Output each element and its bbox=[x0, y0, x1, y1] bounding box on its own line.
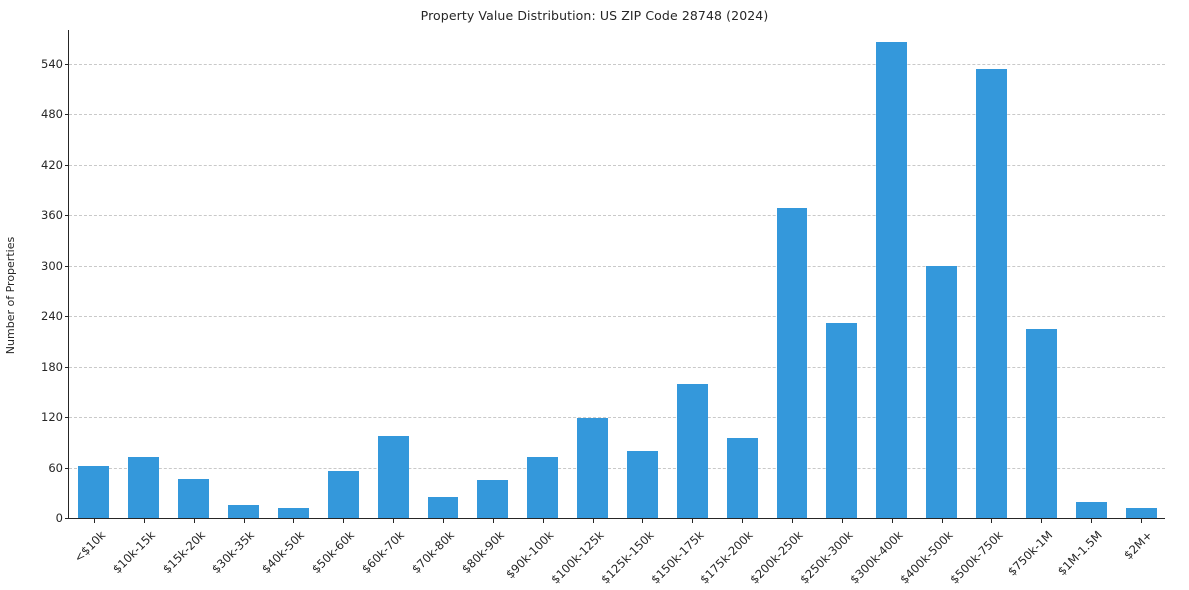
gridline bbox=[69, 63, 1165, 65]
gridline bbox=[69, 366, 1165, 368]
y-axis-label-text: Number of Properties bbox=[4, 236, 18, 354]
x-axis-tick-label-text: $1M-1.5M bbox=[1054, 528, 1106, 579]
x-axis-tick bbox=[293, 518, 295, 523]
bar bbox=[1125, 507, 1157, 518]
bar bbox=[726, 438, 758, 518]
x-axis-tick bbox=[193, 518, 195, 523]
y-axis-tick-label: 0 bbox=[55, 511, 63, 525]
bar bbox=[776, 208, 808, 518]
bar bbox=[327, 470, 359, 518]
x-axis-tick bbox=[243, 518, 245, 523]
bar bbox=[926, 265, 958, 518]
x-axis-tick-label-text: $10k-15k bbox=[109, 528, 158, 577]
gridline bbox=[69, 114, 1165, 116]
y-axis-tick bbox=[64, 63, 69, 65]
bar bbox=[1025, 328, 1057, 518]
x-axis-tick bbox=[891, 518, 893, 523]
y-axis-tick bbox=[64, 316, 69, 318]
x-axis-tick-label-text: $70k-80k bbox=[408, 528, 457, 577]
x-axis-tick bbox=[792, 518, 794, 523]
x-axis-tick bbox=[93, 518, 95, 523]
x-axis-tick-label-text: $100k-125k bbox=[547, 528, 607, 587]
bar bbox=[78, 465, 110, 518]
x-axis-tick bbox=[393, 518, 395, 523]
x-axis-tick-label-text: $50k-60k bbox=[309, 528, 358, 577]
chart-title: Property Value Distribution: US ZIP Code… bbox=[420, 8, 769, 23]
bar bbox=[1075, 502, 1107, 518]
bar bbox=[427, 496, 459, 518]
x-axis-tick bbox=[1041, 518, 1043, 523]
x-axis-tick bbox=[343, 518, 345, 523]
x-axis-tick bbox=[1141, 518, 1143, 523]
x-axis-tick bbox=[442, 518, 444, 523]
gridline bbox=[69, 164, 1165, 166]
y-axis-tick bbox=[64, 164, 69, 166]
x-axis-tick-label-text: $90k-100k bbox=[503, 528, 557, 582]
x-axis-tick bbox=[991, 518, 993, 523]
x-axis-tick bbox=[742, 518, 744, 523]
bar bbox=[976, 68, 1007, 518]
y-axis-tick bbox=[64, 467, 69, 469]
bar bbox=[178, 479, 210, 518]
bar bbox=[577, 417, 609, 518]
y-axis-tick bbox=[64, 518, 69, 519]
bar bbox=[527, 457, 559, 518]
x-axis-line bbox=[68, 518, 1165, 520]
y-axis-tick-label: 120 bbox=[41, 410, 63, 425]
gridline bbox=[69, 215, 1165, 217]
x-axis-tick bbox=[941, 518, 943, 523]
x-axis-tick-label-text: $750k-1M bbox=[1004, 528, 1056, 579]
x-axis-tick-label-text: <$10k bbox=[70, 528, 108, 565]
y-axis-tick-label: 60 bbox=[48, 460, 63, 475]
bar bbox=[228, 505, 259, 518]
x-axis-tick bbox=[1091, 518, 1093, 523]
y-axis-tick-label: 300 bbox=[41, 258, 63, 273]
x-axis-tick bbox=[642, 518, 644, 523]
gridline bbox=[69, 467, 1165, 469]
gridline bbox=[69, 417, 1165, 419]
x-axis-tick bbox=[492, 518, 494, 523]
y-axis-tick bbox=[64, 215, 69, 217]
bar bbox=[826, 322, 858, 518]
x-axis-tick bbox=[592, 518, 594, 523]
gridline bbox=[69, 265, 1165, 267]
y-axis-tick bbox=[64, 366, 69, 368]
x-axis-tick bbox=[841, 518, 843, 523]
y-axis-tick-label: 480 bbox=[41, 107, 63, 122]
y-axis-tick bbox=[64, 114, 69, 116]
x-axis-tick-label-text: $250k-300k bbox=[797, 528, 856, 587]
y-axis-tick-label: 180 bbox=[41, 359, 63, 374]
bar bbox=[626, 450, 658, 518]
y-axis-tick-label: 420 bbox=[41, 157, 63, 172]
x-axis-tick-label-text: $300k-400k bbox=[847, 528, 906, 587]
x-axis-tick bbox=[542, 518, 544, 523]
x-axis-tick-label-text: $15k-20k bbox=[159, 528, 208, 577]
bar bbox=[277, 507, 309, 518]
bar bbox=[128, 457, 160, 518]
y-axis-tick-label: 240 bbox=[41, 309, 63, 324]
bar bbox=[377, 435, 409, 518]
bar bbox=[876, 41, 908, 518]
x-axis-tick bbox=[692, 518, 694, 523]
x-axis-tick-label-text: $30k-35k bbox=[209, 528, 258, 577]
x-axis-tick-label-text: $80k-90k bbox=[458, 528, 507, 577]
gridline bbox=[69, 316, 1165, 318]
y-axis-tick bbox=[64, 417, 69, 419]
bar bbox=[477, 480, 509, 518]
x-axis-tick-label-text: $2M+ bbox=[1120, 528, 1155, 563]
y-axis-tick-label: 540 bbox=[41, 56, 63, 71]
y-axis-label: Number of Properties bbox=[4, 0, 18, 590]
x-axis-tick-label-text: $40k-50k bbox=[259, 528, 308, 577]
x-axis-tick-label-text: $60k-70k bbox=[358, 528, 408, 577]
bar bbox=[676, 384, 708, 518]
x-axis-tick-label-text: $200k-250k bbox=[747, 528, 806, 587]
plot-area: 0 60 120 180 240 300 360 420 480 540 <$10k $10k-15k… bbox=[41, 30, 1165, 586]
x-axis-tick bbox=[143, 518, 145, 523]
y-axis-tick-label: 360 bbox=[41, 208, 63, 223]
y-axis-tick bbox=[64, 265, 69, 267]
